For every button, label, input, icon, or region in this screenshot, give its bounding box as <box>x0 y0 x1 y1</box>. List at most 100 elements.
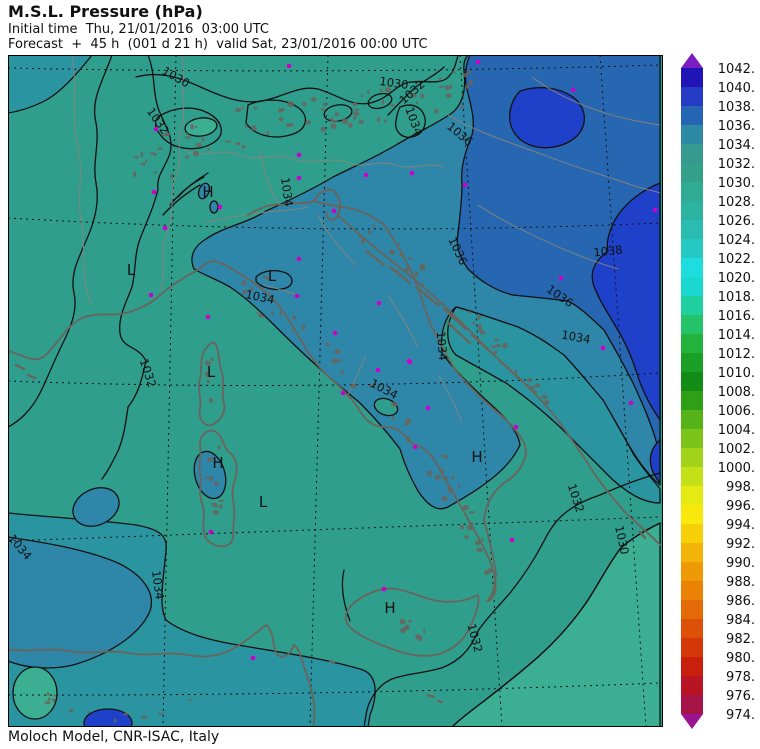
isobar-label-1034: 1034 <box>434 331 450 361</box>
terrain-speckle <box>442 477 449 480</box>
colorbar-segment <box>681 410 703 429</box>
terrain-speckle <box>337 358 342 363</box>
isobar-label-1034: 1034 <box>560 328 591 347</box>
terrain-speckle <box>53 694 57 697</box>
terrain-speckle <box>514 368 518 374</box>
terrain-speckle <box>140 715 148 719</box>
region-bottom-green-blob <box>12 666 58 720</box>
colorbar-segment <box>681 125 703 144</box>
terrain-speckle <box>320 126 326 132</box>
terrain-speckle <box>451 476 455 480</box>
terrain-speckle <box>493 338 500 341</box>
terrain-speckle <box>353 108 360 111</box>
terrain-speckle <box>476 541 480 544</box>
terrain-speckle <box>256 311 259 315</box>
terrain-speckle <box>462 504 470 511</box>
isobar-alps-ring2 <box>245 99 307 138</box>
region-alps-pocket <box>184 117 218 137</box>
colorbar-label: 994. <box>726 518 755 533</box>
terrain-speckle <box>407 257 412 260</box>
terrain-speckle <box>494 350 498 355</box>
terrain-speckle <box>468 310 471 315</box>
colorbar-segment <box>681 201 703 220</box>
terrain-speckle <box>241 280 247 286</box>
terrain-speckle <box>218 499 225 502</box>
region-green-hole <box>373 397 399 417</box>
station-dot <box>363 172 369 178</box>
colorbar-label: 1012. <box>717 347 755 362</box>
colorbar-label: 1034. <box>717 138 755 153</box>
station-dots <box>148 59 658 661</box>
model-credit: Moloch Model, CNR-ISAC, Italy <box>8 729 220 745</box>
terrain-speckle <box>405 266 410 273</box>
terrain-speckle <box>447 487 454 493</box>
colorbar-label: 984. <box>726 613 755 628</box>
terrain-speckle <box>214 481 219 486</box>
coast-corsica <box>198 341 226 427</box>
terrain-speckle <box>87 710 90 714</box>
colorbar-segment <box>681 486 703 505</box>
terrain-speckle <box>419 263 426 270</box>
coast-trieste-istria <box>313 188 341 221</box>
terrain-speckle <box>358 234 362 238</box>
isobar-alps-ring4 <box>367 92 393 110</box>
terrain-speckle <box>414 271 419 278</box>
isobar-label-1034: 1034 <box>149 570 167 601</box>
colorbar-label: 1040. <box>717 81 755 96</box>
colorbar-segment <box>681 391 703 410</box>
station-dot <box>409 170 415 176</box>
terrain-speckle <box>331 120 339 123</box>
terrain-speckle <box>406 111 409 115</box>
terrain-speckle <box>360 238 365 245</box>
terrain-speckle <box>287 101 294 108</box>
terrain-speckle <box>185 155 189 159</box>
river-danube <box>531 76 661 126</box>
terrain-speckle <box>185 132 189 135</box>
colorbar-segment <box>681 68 703 87</box>
meridian-4 <box>599 55 647 727</box>
station-dot <box>205 314 211 320</box>
station-dot <box>153 126 159 132</box>
terrain-speckle <box>140 162 146 166</box>
terrain-speckle <box>278 117 284 122</box>
station-dot <box>296 152 302 158</box>
station-dot <box>217 204 223 210</box>
terrain-speckle <box>502 342 508 349</box>
colorbar-segment <box>681 562 703 581</box>
border-alps <box>183 150 445 168</box>
region-royal-top <box>508 86 585 149</box>
terrain-speckle <box>291 327 295 332</box>
terrain-speckle <box>195 125 198 129</box>
colorbar-label: 1010. <box>717 366 755 381</box>
terrain-speckle <box>380 88 383 92</box>
isobar-1034-alps-ring <box>395 104 426 138</box>
terrain-speckle <box>190 123 194 130</box>
terrain-speckle <box>322 102 328 107</box>
terrain-speckle <box>418 283 425 287</box>
station-dot <box>331 208 337 214</box>
terrain-speckle <box>457 484 461 488</box>
terrain-speckle <box>448 84 453 90</box>
terrain-speckle <box>279 311 282 317</box>
colorbar-segment <box>681 695 703 714</box>
colorbar-segment <box>681 657 703 676</box>
isobar-1030-top <box>135 55 459 105</box>
terrain-speckle <box>134 155 139 159</box>
terrain-speckle <box>434 474 441 480</box>
coast-liguria-tyrrhenian <box>8 200 527 603</box>
terrain-speckle <box>140 151 144 158</box>
page-title: M.S.L. Pressure (hPa) <box>8 2 203 21</box>
terrain-speckle <box>184 136 192 139</box>
terrain-speckle <box>211 502 218 506</box>
coast-sicily <box>344 587 480 657</box>
station-dot <box>296 175 302 181</box>
terrain-speckle <box>478 327 483 332</box>
terrain-speckle <box>249 286 253 292</box>
terrain-speckle <box>161 134 168 137</box>
terrain-speckle <box>217 445 221 450</box>
terrain-speckle <box>44 701 51 705</box>
terrain-speckle <box>132 171 137 178</box>
